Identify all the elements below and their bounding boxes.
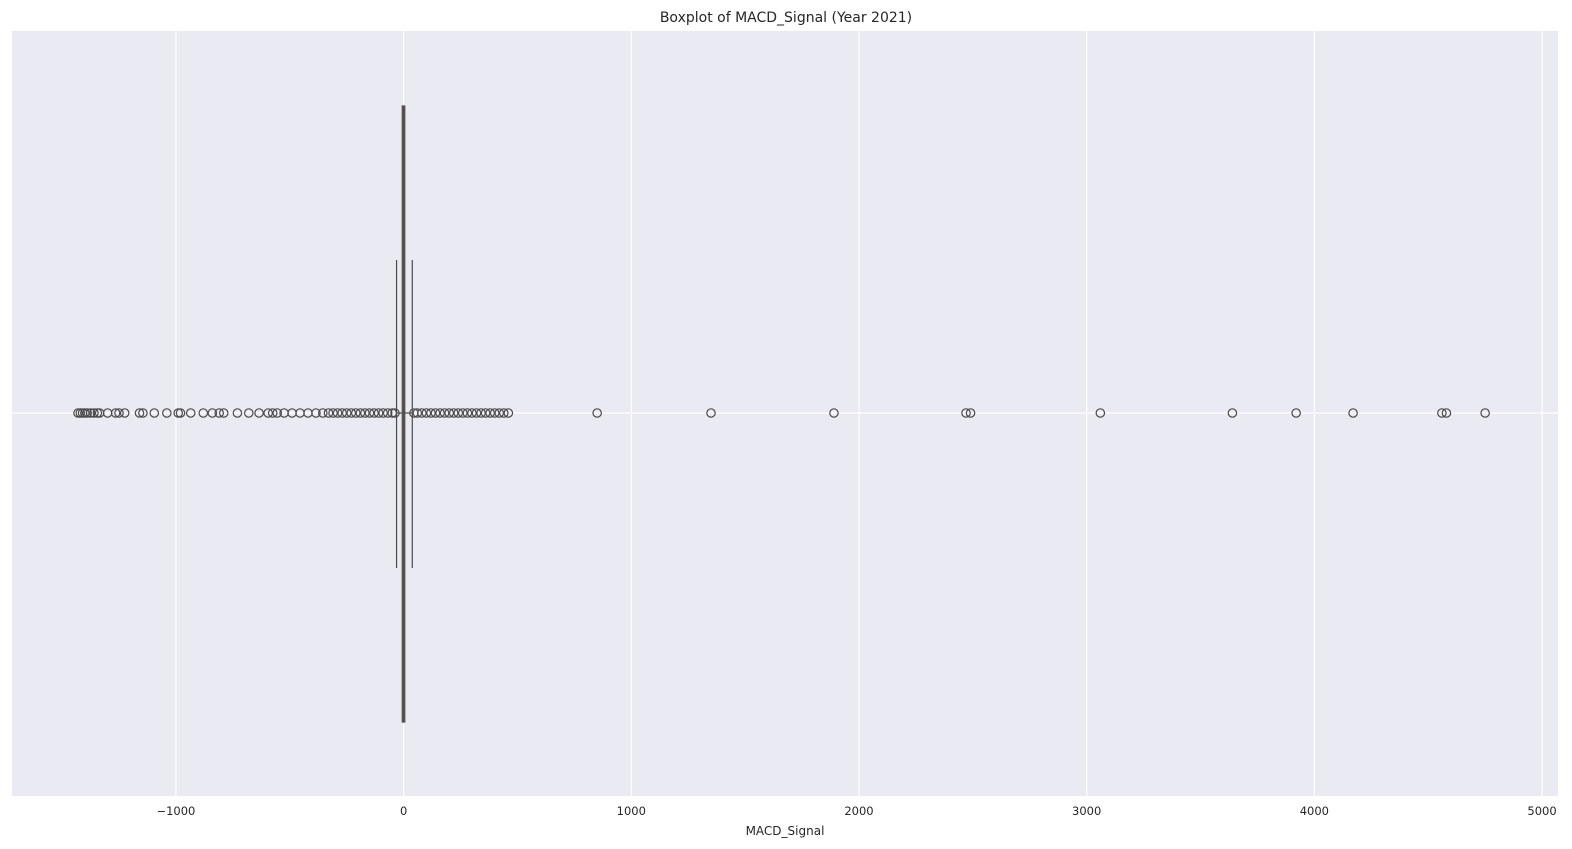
- outliers: [73, 408, 1490, 418]
- outlier-point: [207, 408, 218, 418]
- outlier-point: [82, 408, 92, 418]
- outlier-point: [254, 408, 264, 418]
- x-axis-label: MACD_Signal: [746, 824, 825, 838]
- outlier-point: [138, 408, 148, 418]
- outlier-point: [341, 408, 352, 418]
- outlier-point: [369, 408, 379, 418]
- outlier-point: [458, 408, 468, 418]
- x-tick-label: 1000: [617, 804, 646, 818]
- outlier-point: [1441, 408, 1452, 418]
- outlier-point: [1227, 408, 1238, 418]
- outlier-point: [355, 408, 366, 418]
- outlier-point: [387, 408, 398, 418]
- outlier-point: [439, 408, 450, 418]
- outlier-point: [162, 408, 172, 418]
- outlier-point: [243, 408, 254, 418]
- outlier-point: [214, 408, 224, 418]
- outlier-point: [311, 408, 321, 418]
- outlier-point: [1291, 408, 1301, 418]
- outlier-point: [232, 408, 243, 418]
- outlier-point: [323, 408, 334, 418]
- outlier-point: [1348, 408, 1358, 418]
- outlier-point: [378, 408, 388, 418]
- outlier-point: [373, 408, 384, 418]
- outlier-point: [444, 408, 454, 418]
- outlier-point: [1437, 408, 1447, 418]
- outlier-point: [110, 408, 121, 418]
- chart-title: Boxplot of MACD_Signal (Year 2021): [660, 10, 912, 26]
- outlier-point: [706, 408, 716, 418]
- outlier-point: [421, 408, 432, 418]
- outlier-point: [453, 408, 464, 418]
- outlier-point: [417, 408, 427, 418]
- outlier-point: [426, 408, 436, 418]
- outlier-point: [360, 408, 370, 418]
- outlier-point: [448, 408, 459, 418]
- outlier-point: [1095, 408, 1106, 418]
- outlier-point: [89, 408, 99, 418]
- outlier-point: [119, 408, 130, 418]
- outlier-point: [85, 408, 96, 418]
- outlier-point: [592, 408, 602, 418]
- outlier-point: [467, 408, 477, 418]
- outlier-point: [175, 408, 186, 418]
- outlier-point: [364, 408, 375, 418]
- x-tick-label: 5000: [1527, 804, 1556, 818]
- outlier-point: [134, 408, 145, 418]
- outlier-point: [390, 408, 400, 418]
- x-tick-label: 4000: [1300, 804, 1329, 818]
- outlier-point: [317, 408, 328, 418]
- outlier-point: [412, 408, 423, 418]
- outlier-point: [965, 408, 976, 418]
- outlier-point: [480, 408, 491, 418]
- outlier-point: [489, 408, 500, 418]
- outlier-point: [503, 408, 514, 418]
- outlier-point: [494, 408, 505, 418]
- outlier-point: [198, 408, 209, 418]
- outlier-point: [476, 408, 486, 418]
- outlier-point: [328, 408, 338, 418]
- outlier-point: [499, 408, 509, 418]
- outlier-point: [263, 408, 273, 418]
- outlier-point: [1480, 408, 1490, 418]
- outlier-point: [462, 408, 473, 418]
- box: [401, 105, 406, 723]
- x-tick-label: 0: [400, 804, 407, 818]
- outlier-point: [346, 408, 357, 418]
- outlier-point: [382, 408, 393, 418]
- outlier-point: [185, 408, 196, 418]
- outlier-point: [114, 408, 124, 418]
- outlier-point: [471, 408, 482, 418]
- outlier-point: [430, 408, 441, 418]
- outlier-point: [351, 408, 361, 418]
- x-tick-label: −1000: [156, 804, 195, 818]
- outlier-point: [961, 408, 971, 418]
- x-tick-label: 2000: [844, 804, 873, 818]
- x-axis-ticks: −1000 0 1000 2000 3000 4000 5000: [156, 804, 1556, 818]
- outlier-point: [337, 408, 347, 418]
- outlier-point: [829, 408, 839, 418]
- x-tick-label: 3000: [1072, 804, 1101, 818]
- outlier-point: [435, 408, 445, 418]
- outlier-point: [272, 408, 283, 418]
- outlier-point: [485, 408, 495, 418]
- outlier-point: [267, 408, 278, 418]
- outlier-point: [332, 408, 343, 418]
- outlier-point: [149, 408, 160, 418]
- outlier-point: [218, 408, 229, 418]
